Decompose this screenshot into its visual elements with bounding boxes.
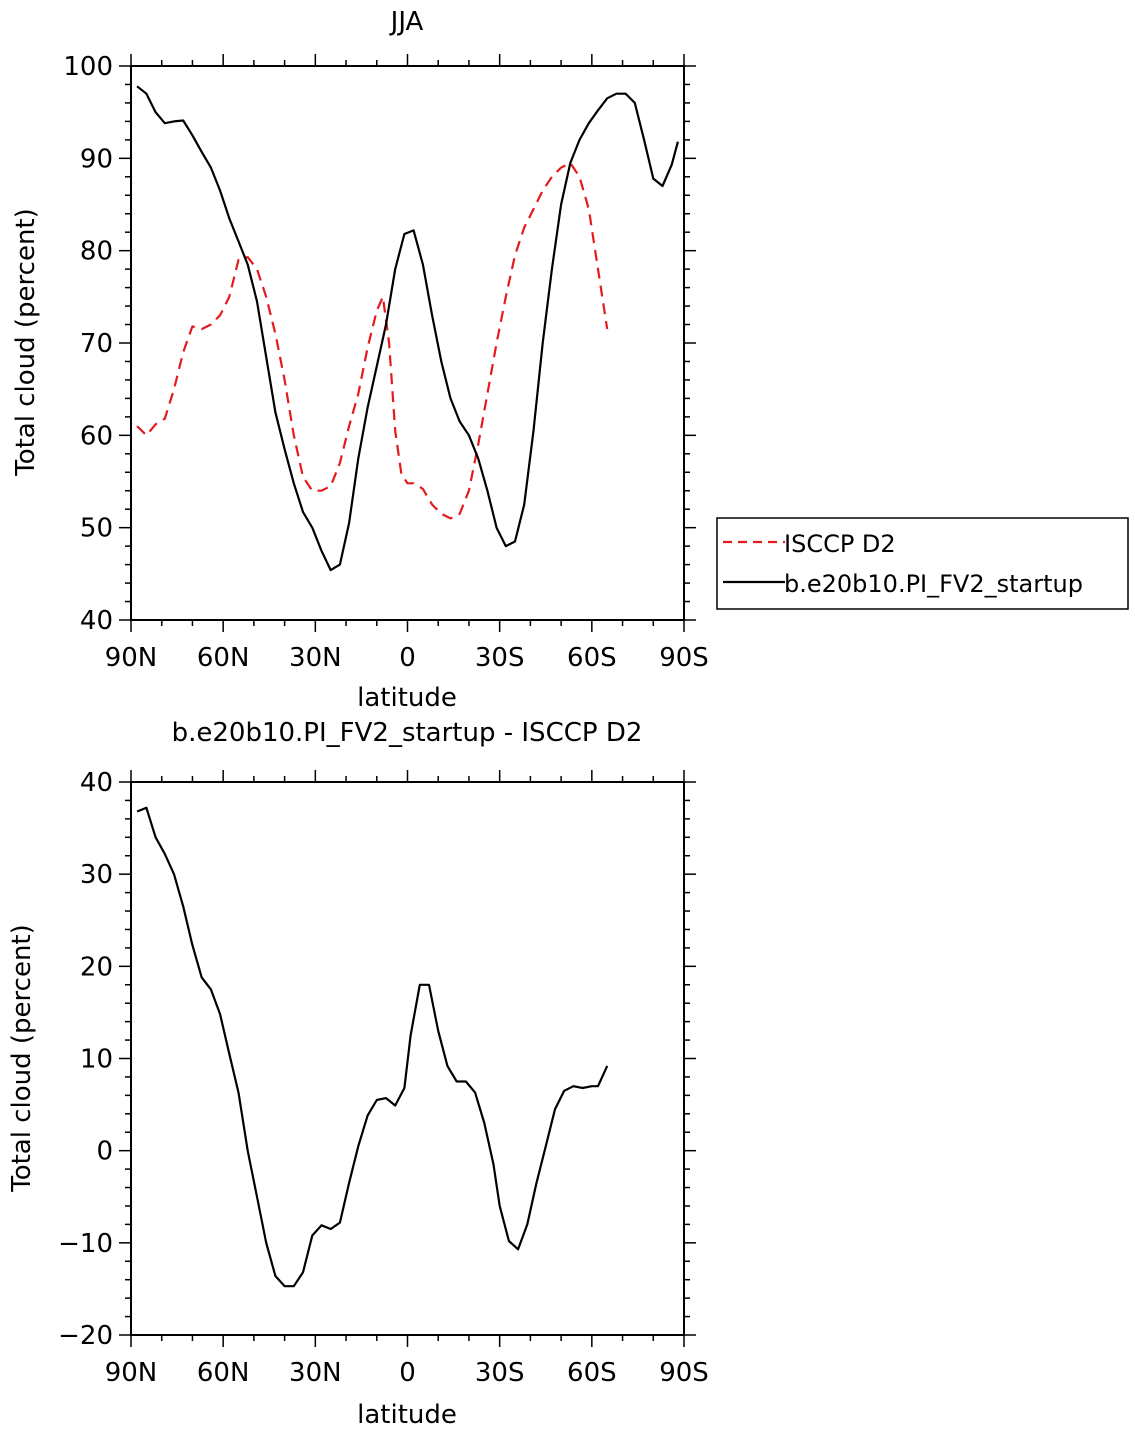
y-tick-label: 80 — [80, 237, 113, 267]
x-tick-label: 60S — [567, 643, 617, 673]
y-tick-label: 40 — [80, 606, 113, 636]
x-tick-label: 30S — [475, 1358, 525, 1388]
x-tick-label: 90N — [105, 1358, 158, 1388]
bottom-panel-ylabel: Total cloud (percent) — [7, 924, 37, 1193]
series-line-difference — [136, 806, 609, 1288]
series-line-isccp-d2 — [136, 161, 609, 520]
y-tick-label: 20 — [80, 952, 113, 982]
bottom-panel-axes: −20 −10 0 10 20 30 40 90N 60N 30N 0 30S 60S 90S — [58, 768, 709, 1388]
x-tick-label: 30N — [289, 643, 342, 673]
x-tick-label: 30N — [289, 1358, 342, 1388]
x-tick-label: 60S — [567, 1358, 617, 1388]
bottom-panel-difference: b.e20b10.PI_FV2_startup - ISCCP D2 latit… — [7, 718, 709, 1429]
y-tick-label: 60 — [80, 421, 113, 451]
y-tick-label: 70 — [80, 329, 113, 359]
y-tick-label: 90 — [80, 144, 113, 174]
legend-label-isccp: ISCCP D2 — [784, 530, 896, 558]
y-tick-label: 50 — [80, 514, 113, 544]
legend: ISCCP D2 b.e20b10.PI_FV2_startup — [716, 517, 1129, 610]
bottom-panel-plot-area — [136, 806, 609, 1288]
y-tick-label: 40 — [80, 768, 113, 798]
x-tick-label: 90S — [659, 1358, 709, 1388]
y-tick-label: 10 — [80, 1045, 113, 1075]
y-tick-label: 100 — [63, 52, 113, 82]
top-panel-plot-area — [136, 85, 679, 572]
y-tick-label: −20 — [58, 1321, 113, 1351]
x-tick-label: 60N — [197, 643, 250, 673]
x-tick-label: 90S — [659, 643, 709, 673]
x-tick-label: 0 — [399, 643, 416, 673]
legend-label-model: b.e20b10.PI_FV2_startup — [784, 570, 1083, 598]
top-panel-title: JJA — [389, 7, 424, 37]
bottom-panel-xlabel: latitude — [357, 1400, 457, 1429]
top-panel-ylabel: Total cloud (percent) — [11, 208, 41, 477]
x-tick-label: 90N — [105, 643, 158, 673]
x-tick-label: 60N — [197, 1358, 250, 1388]
x-tick-label: 30S — [475, 643, 525, 673]
y-tick-label: 30 — [80, 860, 113, 890]
plot-frame — [130, 65, 685, 621]
top-panel-jja: JJA latitude Total cloud (percent) 40 50 6… — [11, 7, 709, 713]
series-line-b-e20b10-pi-fv2-startup — [136, 85, 679, 572]
bottom-panel-title: b.e20b10.PI_FV2_startup - ISCCP D2 — [172, 718, 643, 748]
legend-box — [716, 517, 1129, 610]
y-tick-label: −10 — [58, 1229, 113, 1259]
x-tick-label: 0 — [399, 1358, 416, 1388]
top-panel-xlabel: latitude — [357, 683, 457, 713]
y-tick-label: 0 — [96, 1137, 113, 1167]
top-panel-axes: 40 50 60 70 80 90 100 90N 60N 30N 0 30S 60S 90S — [63, 52, 708, 673]
